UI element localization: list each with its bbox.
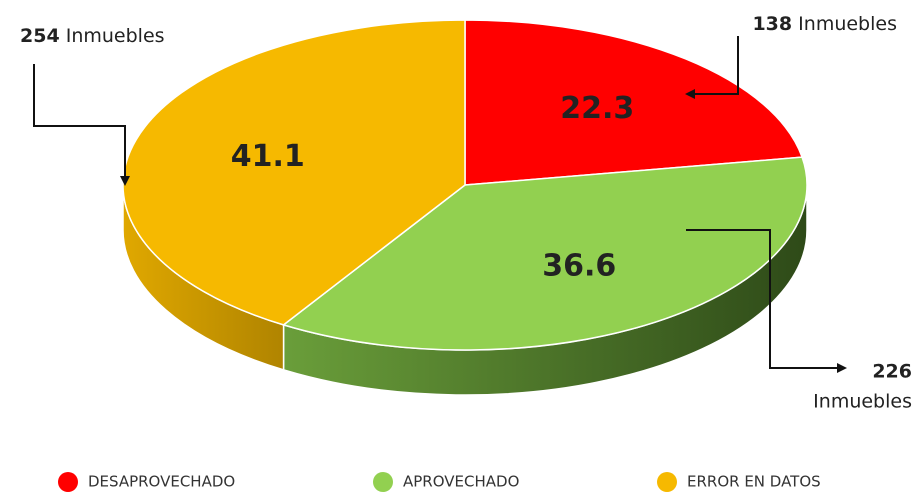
annotation-count: 226 (872, 361, 912, 383)
value-label: 22.3 (560, 91, 634, 126)
slice (122, 19, 466, 326)
callout-line (33, 64, 130, 186)
legend-label: APROVECHADO (403, 473, 519, 491)
annotation-count: 138 (752, 13, 792, 35)
annotation-count: 254 (20, 25, 60, 47)
annotation-text: Inmuebles (813, 391, 912, 413)
annotation-text: Inmuebles (798, 13, 897, 35)
annotation-text: Inmuebles (66, 25, 165, 47)
callout-line (686, 229, 847, 373)
pie: 22.3 36.6 41.1 (122, 19, 808, 396)
legend-label: DESAPROVECHADO (88, 473, 235, 491)
slice (464, 19, 804, 186)
legend-swatch (58, 472, 78, 492)
annotation: 254 Inmuebles (20, 25, 165, 47)
annotation: 138 Inmuebles (752, 13, 897, 35)
legend-swatch (373, 472, 393, 492)
value-label: 41.1 (231, 139, 305, 174)
value-label: 36.6 (542, 249, 616, 284)
callouts (33, 36, 847, 373)
callout-line (685, 36, 739, 99)
legend-label: ERROR EN DATOS (687, 473, 821, 491)
slice (281, 156, 808, 351)
legend-swatch (657, 472, 677, 492)
